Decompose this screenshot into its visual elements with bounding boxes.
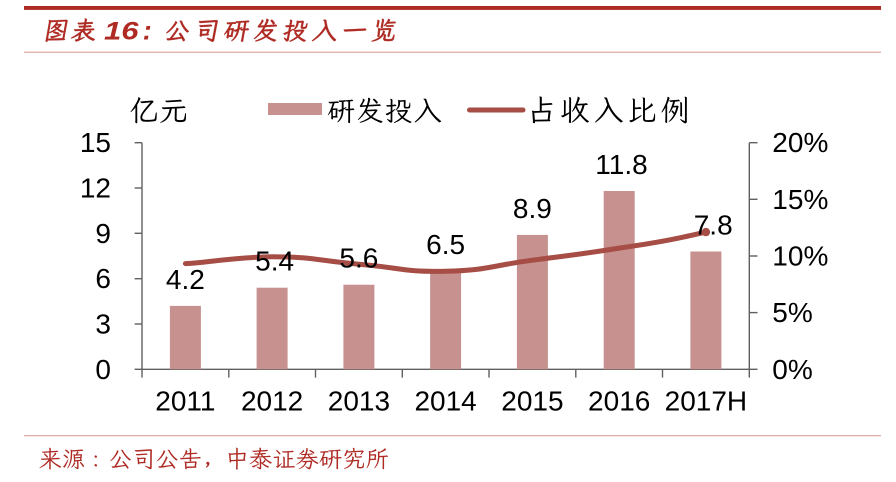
svg-text:2012: 2012 — [241, 386, 303, 417]
svg-text:5%: 5% — [772, 297, 812, 328]
svg-text:11.8: 11.8 — [595, 149, 647, 180]
svg-text:2011: 2011 — [155, 386, 215, 417]
svg-text:6.5: 6.5 — [426, 229, 465, 260]
svg-text:0%: 0% — [772, 354, 812, 385]
svg-text:20%: 20% — [772, 127, 828, 158]
svg-text:7.8: 7.8 — [694, 210, 733, 241]
svg-text:6: 6 — [95, 263, 111, 294]
svg-text::: : — [143, 15, 152, 45]
svg-text:2017H: 2017H — [665, 386, 748, 417]
svg-text:10%: 10% — [772, 241, 828, 272]
svg-text:3: 3 — [95, 309, 111, 340]
svg-text:15%: 15% — [772, 184, 828, 215]
svg-text:8.9: 8.9 — [513, 193, 552, 224]
svg-text:16: 16 — [104, 17, 140, 45]
svg-text:9: 9 — [95, 218, 111, 249]
svg-text:5.6: 5.6 — [339, 243, 378, 274]
svg-text:2016: 2016 — [588, 386, 650, 417]
svg-text:2013: 2013 — [328, 386, 390, 417]
svg-text:12: 12 — [80, 173, 111, 204]
svg-text:4.2: 4.2 — [166, 264, 205, 295]
svg-text:2014: 2014 — [414, 386, 476, 417]
svg-text:2015: 2015 — [501, 386, 563, 417]
svg-text:5.4: 5.4 — [255, 246, 294, 277]
svg-text:15: 15 — [80, 127, 111, 158]
svg-text:0: 0 — [95, 354, 111, 385]
